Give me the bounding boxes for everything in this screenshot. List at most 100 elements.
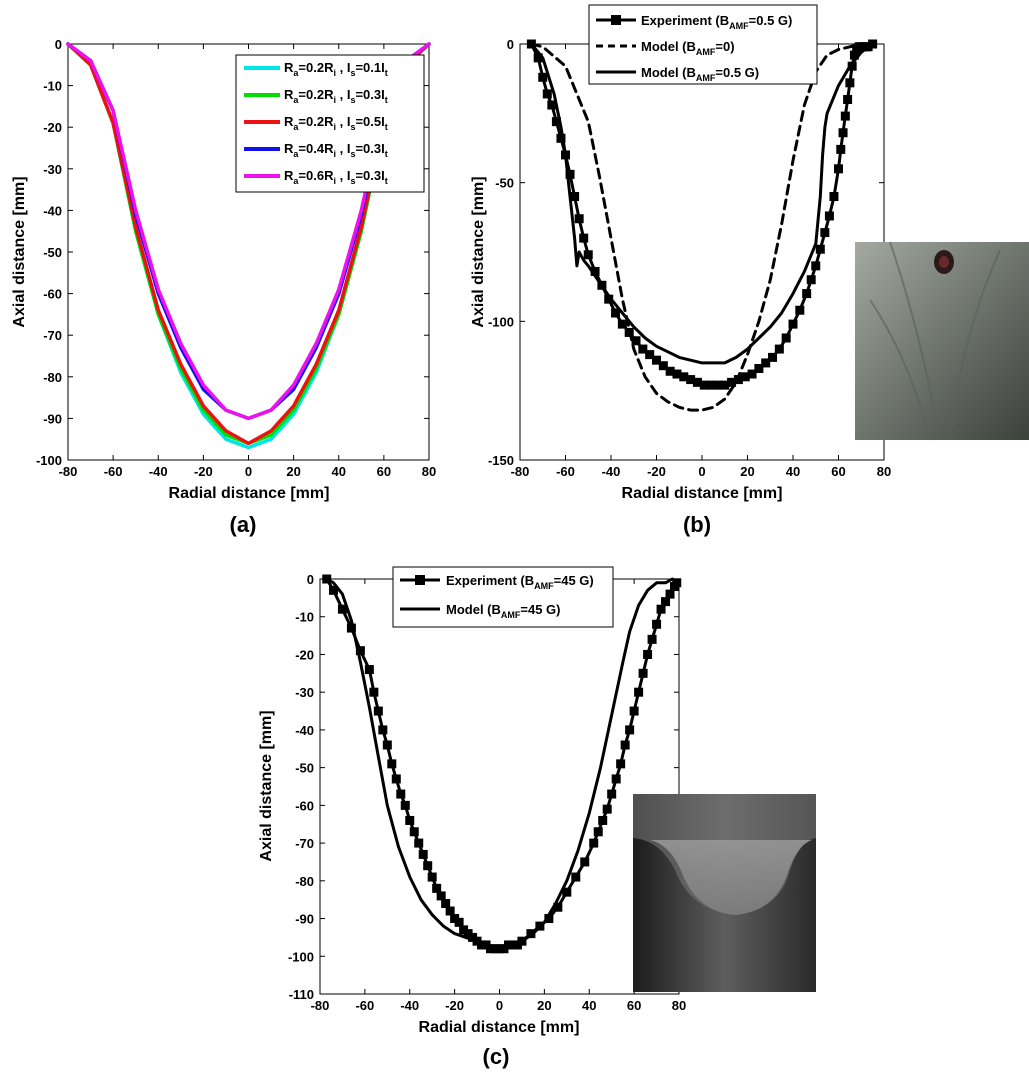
legend-text: R — [284, 60, 294, 75]
series-marker — [713, 380, 723, 390]
y-axis-label-b: Axial distance [mm] — [470, 176, 487, 327]
series-marker — [583, 250, 593, 260]
legend-entry: Ra=0.6Ri , Is=0.3It — [284, 168, 388, 186]
x-tick-label: 20 — [286, 464, 300, 479]
y-tick-label: -70 — [295, 836, 314, 851]
legend-sub: i — [333, 95, 336, 105]
series-marker — [396, 789, 406, 799]
series-marker — [373, 706, 383, 716]
legend-sub: t — [385, 122, 388, 132]
panel-label-c: (c) — [483, 1044, 510, 1069]
y-tick-label: -110 — [289, 987, 314, 1002]
series-marker — [656, 604, 666, 614]
legend-sub: i — [333, 149, 336, 159]
legend-text: R — [284, 114, 294, 129]
series-marker — [802, 289, 812, 299]
series-marker — [679, 372, 689, 382]
x-tick-label: 40 — [582, 998, 596, 1013]
series-marker — [598, 815, 608, 825]
legend-text: Experiment (B — [641, 13, 729, 28]
series-marker — [672, 578, 682, 588]
x-tick-label: 60 — [627, 998, 641, 1013]
legend-sub: t — [385, 176, 388, 186]
legend-text: R — [284, 87, 294, 102]
series-marker — [553, 902, 563, 912]
x-tick-label: -80 — [511, 464, 530, 479]
legend-sub: s — [350, 68, 355, 78]
legend-entry: Model (BAMF=0.5 G) — [641, 65, 759, 83]
x-axis-label-c: Radial distance [mm] — [419, 1019, 580, 1036]
series-marker — [337, 604, 347, 614]
series-marker — [672, 369, 682, 379]
x-tick-label: -40 — [602, 464, 621, 479]
series-marker — [788, 319, 798, 329]
legend-entry: Ra=0.2Ri , Is=0.5It — [284, 114, 388, 132]
legend-text: , I — [336, 141, 350, 156]
legend-text: R — [284, 168, 294, 183]
y-tick-label: -100 — [488, 314, 514, 329]
series-marker — [638, 668, 648, 678]
series-marker — [795, 305, 805, 315]
series-marker — [570, 192, 580, 202]
legend-marker — [611, 15, 621, 25]
legend-text: , I — [336, 60, 350, 75]
series-marker — [409, 827, 419, 837]
chart-panel-b: -80 -60 -40 -20 0 20 40 60 80 0 -50 -100 -150 Radial… — [470, 4, 1029, 537]
series-marker — [432, 883, 442, 893]
series-marker — [542, 89, 552, 99]
y-tick-label: -150 — [488, 453, 514, 468]
x-tick-label: 20 — [537, 998, 551, 1013]
series-marker — [645, 350, 655, 360]
legend-sub: a — [293, 122, 299, 132]
series-marker — [544, 914, 554, 924]
legend-entry: Experiment (BAMF=0.5 G) — [641, 13, 792, 31]
legend-a: Ra=0.2Ri , Is=0.1It Ra=0.2Ri , Is=0.3It … — [235, 54, 425, 193]
inset-photo-c — [633, 794, 816, 992]
legend-sub: AMF — [696, 47, 716, 57]
series-marker — [538, 72, 548, 82]
series-marker — [547, 100, 557, 110]
x-tick-label: 40 — [786, 464, 800, 479]
legend-text: =0.3I — [355, 168, 384, 183]
legend-sub: t — [385, 149, 388, 159]
legend-c: Experiment (BAMF=45 G) Model (BAMF=45 G) — [392, 566, 614, 628]
series-marker — [571, 872, 581, 882]
series-marker — [634, 687, 644, 697]
legend-text: =0) — [715, 39, 734, 54]
series-marker — [747, 369, 757, 379]
legend-text: =0.6R — [298, 168, 334, 183]
series-marker — [845, 78, 855, 88]
x-tick-label: -80 — [59, 464, 78, 479]
legend-text: Model (B — [641, 65, 696, 80]
y-tick-label: -60 — [295, 798, 314, 813]
legend-sub: AMF — [696, 73, 716, 83]
x-tick-label: 20 — [740, 464, 754, 479]
x-tick-label: 0 — [698, 464, 705, 479]
legend-marker — [415, 575, 425, 585]
series-marker — [574, 214, 584, 224]
series-marker — [836, 144, 846, 154]
series-marker — [533, 53, 543, 63]
legend-text: =0.2R — [298, 60, 334, 75]
panel-label-a: (a) — [230, 512, 257, 537]
legend-entry: Experiment (BAMF=45 G) — [446, 573, 594, 591]
series-marker — [369, 687, 379, 697]
legend-sub: s — [350, 122, 355, 132]
series-marker — [686, 375, 696, 385]
y-tick-label: -30 — [295, 685, 314, 700]
legend-sub: a — [293, 149, 299, 159]
legend-sub: AMF — [534, 581, 554, 591]
y-tick-label: -20 — [43, 120, 62, 135]
series-marker — [604, 294, 614, 304]
legend-text: =45 G) — [554, 573, 594, 588]
series-group-b — [526, 39, 878, 412]
y-tick-label: -10 — [295, 610, 314, 625]
series-marker — [355, 646, 365, 656]
x-tick-label: -80 — [311, 998, 330, 1013]
series-marker — [699, 380, 709, 390]
series-marker — [631, 336, 641, 346]
series-line-3 — [529, 42, 875, 365]
series-marker — [387, 759, 397, 769]
y-tick-label: -50 — [295, 761, 314, 776]
